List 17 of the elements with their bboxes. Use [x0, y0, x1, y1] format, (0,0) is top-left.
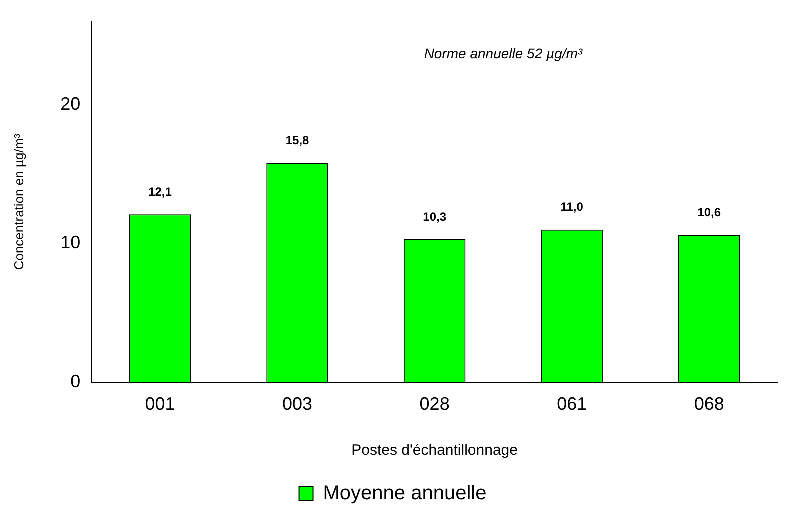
y-tick-label: 10 — [60, 232, 81, 253]
y-tick-label: 0 — [70, 371, 81, 392]
x-tick-label: 061 — [557, 394, 588, 414]
data-label: 15,8 — [286, 134, 310, 148]
y-axis-title: Concentration en µg/m³ — [11, 133, 26, 270]
y-tick-label: 20 — [60, 94, 81, 114]
data-label: 11,0 — [560, 200, 584, 214]
data-label: 10,3 — [423, 210, 447, 224]
data-label: 10,6 — [698, 206, 722, 220]
legend-label: Moyenne annuelle — [323, 482, 487, 505]
x-tick-label: 068 — [694, 394, 724, 414]
data-label: 12,1 — [148, 184, 172, 199]
x-tick-label: 001 — [145, 394, 176, 414]
x-tick-label: 028 — [420, 394, 450, 414]
annotation: Norme annuelle 52 µg/m³ — [424, 46, 583, 62]
x-tick-label: 003 — [282, 394, 313, 414]
x-axis-title: Postes d'échantillonnage — [352, 442, 518, 460]
